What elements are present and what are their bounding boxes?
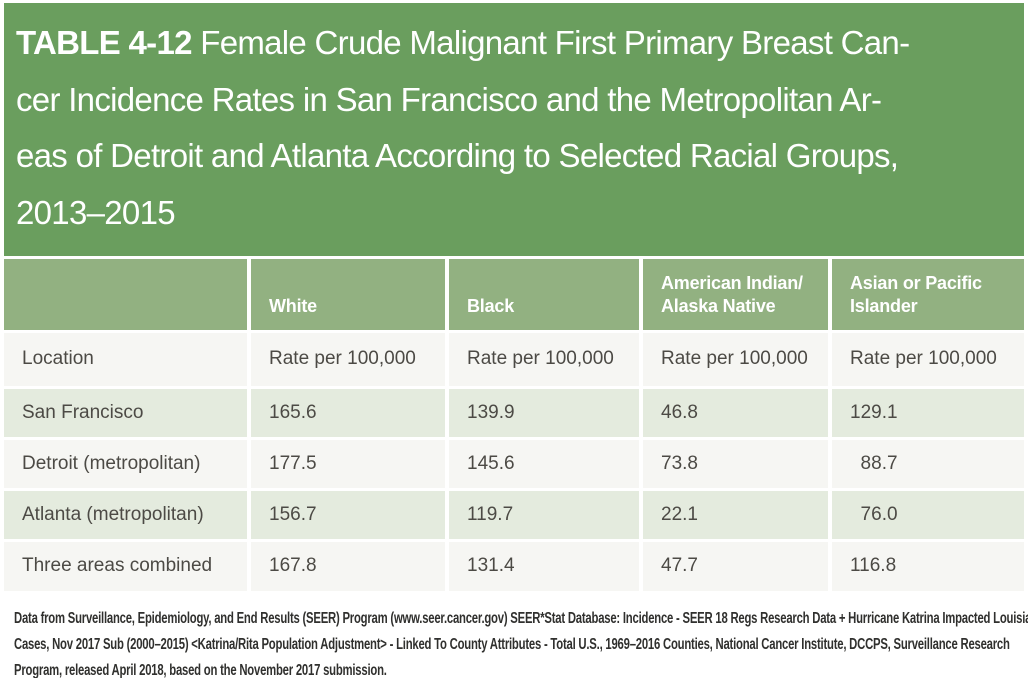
table-row-detroit: Detroit (metropolitan) 177.5 145.6 73.8 … (4, 436, 1024, 489)
value-cell: 76.0 (830, 487, 1024, 540)
title-line-4: 2013–2015 (16, 193, 176, 231)
row-label: Three areas combined (4, 538, 251, 591)
column-header-asian-pacific-islander: Asian or Pacific Islander (830, 259, 1024, 331)
title-line-2: cer Incidence Rates in San Francisco and… (16, 80, 882, 118)
value-cell: 145.6 (447, 436, 643, 489)
footnote-line-2: Cases, Nov 2017 Sub (2000–2015) <Katrina… (14, 636, 1010, 653)
column-header-black: Black (447, 259, 643, 331)
table-row-three-areas-combined: Three areas combined 167.8 131.4 47.7 11… (4, 538, 1024, 591)
source-footnote: Data from Surveillance, Epidemiology, an… (14, 606, 1028, 678)
row-label: Detroit (metropolitan) (4, 436, 251, 489)
table-number-tag: TABLE 4-12 (16, 24, 192, 61)
header-row: White Black American Indian/ Alaska Nati… (4, 259, 1024, 331)
column-header-white: White (249, 259, 449, 331)
value-cell: 129.1 (830, 385, 1024, 438)
table-row-atlanta: Atlanta (metropolitan) 156.7 119.7 22.1 … (4, 487, 1024, 540)
title-line-3: eas of Detroit and Atlanta According to … (16, 137, 899, 174)
value-cell: 177.5 (249, 436, 449, 489)
unit-cell: Rate per 100,000 (249, 329, 449, 387)
unit-cell: Rate per 100,000 (447, 329, 643, 387)
value-cell: 165.6 (249, 385, 449, 438)
value-cell: 88.7 (830, 436, 1024, 489)
value-cell: 22.1 (641, 487, 832, 540)
unit-cell: Rate per 100,000 (641, 329, 832, 387)
table-title-banner: TABLE 4-12 Female Crude Malignant First … (4, 3, 1024, 256)
row-label: Atlanta (metropolitan) (4, 487, 251, 540)
value-cell: 116.8 (830, 538, 1024, 591)
title-line-1: TABLE 4-12 Female Crude Malignant First … (16, 15, 1010, 72)
unit-cell: Rate per 100,000 (830, 329, 1024, 387)
value-cell: 119.7 (447, 487, 643, 540)
value-cell: 156.7 (249, 487, 449, 540)
column-header-american-indian-alaska-native: American Indian/ Alaska Native (641, 259, 832, 331)
value-cell: 73.8 (641, 436, 832, 489)
column-header-empty (4, 259, 251, 331)
footnote-line-3: Program, released April 2018, based on t… (14, 662, 387, 678)
value-cell: 167.8 (249, 538, 449, 591)
footnote-line-1: Data from Surveillance, Epidemiology, an… (14, 610, 1028, 627)
row-label: San Francisco (4, 385, 251, 438)
table-row-san-francisco: San Francisco 165.6 139.9 46.8 129.1 (4, 385, 1024, 438)
data-table: White Black American Indian/ Alaska Nati… (4, 259, 1024, 591)
value-cell: 46.8 (641, 385, 832, 438)
value-cell: 131.4 (447, 538, 643, 591)
subheader-row: Location Rate per 100,000 Rate per 100,0… (4, 329, 1024, 387)
row-label: Location (4, 329, 251, 387)
value-cell: 139.9 (447, 385, 643, 438)
title-text: Female Crude Malignant First Primary Bre… (200, 24, 910, 61)
value-cell: 47.7 (641, 538, 832, 591)
